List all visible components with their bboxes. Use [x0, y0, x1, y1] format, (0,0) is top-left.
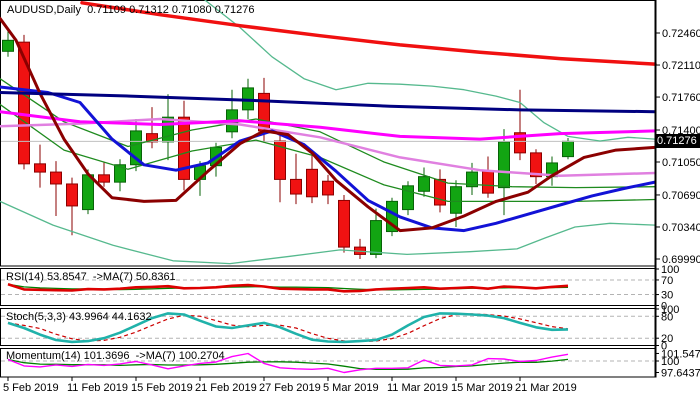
rsi-axis-label: 30 — [661, 290, 673, 302]
date-label: 11 Feb 2019 — [67, 382, 128, 394]
price-axis-label: 0.72460 — [662, 28, 700, 40]
price-axis-label: 0.71400 — [662, 125, 700, 137]
candle-body — [146, 133, 158, 143]
date-label: 21 Feb 2019 — [195, 382, 257, 394]
price-axis-label: 0.69990 — [662, 254, 700, 266]
date-label: 15 Feb 2019 — [131, 382, 193, 394]
overlay-ma-trend-red — [80, 1, 657, 66]
stoch-axis-label: 80 — [661, 311, 673, 323]
candle-body — [322, 180, 334, 196]
price-axis-label: 0.71050 — [662, 157, 700, 169]
stoch-axis-label: 100 — [661, 304, 679, 316]
candle-body — [2, 39, 14, 52]
rsi-axis-label: 100 — [661, 264, 679, 276]
momentum-axis-label: 100 — [661, 356, 679, 368]
candle-body — [178, 116, 190, 180]
momentum-axis-label: 101.547 — [661, 348, 700, 360]
rsi-axis-label: 0 — [661, 301, 667, 313]
stoch-axis-label: 0 — [661, 341, 667, 353]
candle-body — [34, 163, 46, 173]
price-axis-label: 0.70690 — [662, 190, 700, 202]
candle-body — [466, 171, 478, 188]
candle-body — [290, 178, 302, 195]
candle-body — [50, 171, 62, 185]
rsi-axis-label: 70 — [661, 275, 673, 287]
candle-body — [402, 185, 414, 211]
candle-body — [130, 130, 142, 166]
date-label: 15 Mar 2019 — [451, 382, 513, 394]
candle-body — [306, 168, 318, 198]
candle-body — [562, 140, 574, 158]
stoch-signal-line — [7, 313, 569, 343]
rsi-label: RSI(14) 53.8547 ->MA(7) 50.8361 — [6, 271, 176, 283]
overlay-band-seagreen-lower — [0, 200, 656, 265]
momentum-axis-label: 97.6437 — [661, 367, 700, 379]
candle-body — [338, 199, 350, 248]
candle-body — [530, 152, 542, 178]
candle-body — [418, 176, 430, 192]
candle-body — [514, 132, 526, 154]
momentum-main-line — [7, 352, 569, 374]
candle-body — [434, 178, 446, 206]
date-label: 5 Feb 2019 — [3, 382, 59, 394]
momentum-label: Momentum(14) 101.3696 ->MA(7) 100.2704 — [6, 350, 225, 362]
overlay-ma-maroon — [0, 16, 657, 233]
overlay-band-seagreen-upper — [204, 0, 656, 142]
stoch-panel-border — [0, 308, 656, 346]
candle-body — [18, 41, 30, 165]
stoch-label: Stoch(5,3,3) 43.9964 44.1632 — [6, 311, 152, 323]
overlay-ma-magenta — [0, 110, 657, 141]
candle-body — [258, 92, 270, 132]
overlay-ma-blue — [0, 85, 657, 233]
rsi-main-line — [7, 283, 569, 293]
overlay-ma-navy — [0, 91, 657, 114]
candle-body — [450, 186, 462, 214]
candle-body — [162, 116, 174, 143]
candle-body — [98, 174, 110, 183]
current-price-tag: 0.71276 — [656, 134, 700, 148]
price-axis-label: 0.71760 — [662, 92, 700, 104]
date-label: 5 Mar 2019 — [323, 382, 379, 394]
candle-body — [498, 141, 510, 189]
date-label: 27 Feb 2019 — [259, 382, 321, 394]
stoch-axis-label: 20 — [661, 333, 673, 345]
candle-body — [114, 164, 126, 183]
date-label: 21 Mar 2019 — [515, 382, 577, 394]
price-axis-label: 0.70340 — [662, 222, 700, 234]
price-axis-label: 0.72110 — [662, 60, 700, 72]
candle-body — [82, 174, 94, 211]
candle-body — [370, 220, 382, 255]
candle-body — [482, 170, 494, 194]
stoch-main-line — [7, 312, 569, 344]
candle-body — [66, 183, 78, 207]
chart-title: AUDUSD,Daily 0.71109 0.71312 0.71080 0.7… — [7, 4, 255, 16]
date-label: 11 Mar 2019 — [387, 382, 448, 394]
